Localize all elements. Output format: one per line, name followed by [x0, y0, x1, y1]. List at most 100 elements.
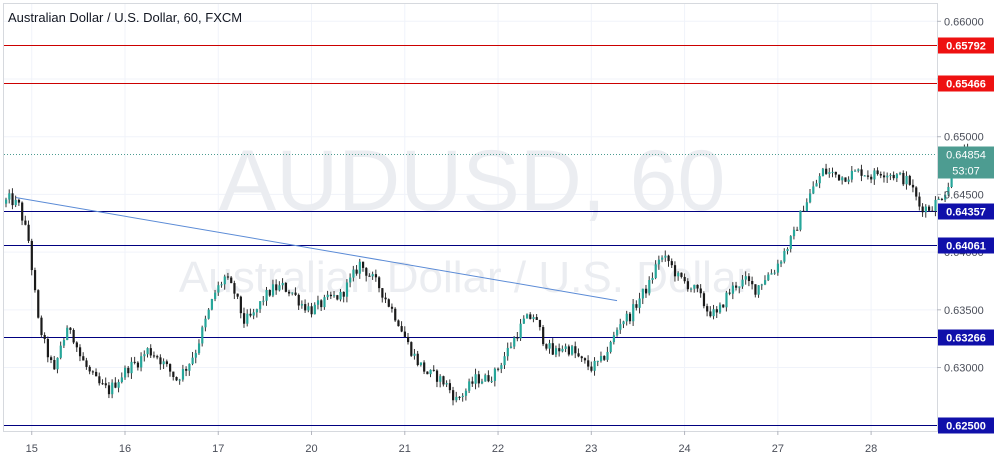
- candle-body: [847, 179, 850, 182]
- candle-body: [185, 368, 188, 371]
- candle-body: [934, 199, 937, 211]
- candle-body: [214, 292, 217, 300]
- candle-body: [300, 304, 304, 306]
- candle-body: [841, 177, 844, 181]
- trendline[interactable]: [15, 197, 618, 302]
- candle-body: [599, 356, 603, 361]
- candle-body: [927, 206, 931, 211]
- candle-body: [349, 277, 352, 283]
- candle-body: [924, 206, 927, 213]
- candle-body: [445, 383, 448, 385]
- candle-body: [181, 368, 185, 380]
- candle-body: [136, 362, 140, 368]
- candle-body: [828, 172, 831, 174]
- x-tick-label: 27: [772, 443, 784, 455]
- candle-body: [429, 369, 432, 375]
- candle-body: [918, 196, 921, 207]
- x-axis[interactable]: 15 16 17 20 21 22 23 24 27 28: [26, 431, 878, 455]
- candle-body: [62, 340, 66, 346]
- candle-body: [152, 355, 156, 357]
- candle-body: [194, 353, 197, 358]
- candle-body: [69, 327, 72, 330]
- candle-body: [735, 285, 738, 288]
- candle-body: [706, 306, 709, 312]
- candle-body: [786, 248, 789, 252]
- candle-body: [712, 309, 715, 317]
- y-tick-label: 0.64500: [944, 189, 984, 201]
- candle-body: [879, 174, 882, 176]
- y-tick-label: 0.65000: [944, 132, 984, 144]
- candle-body: [56, 357, 59, 370]
- candle-body: [143, 354, 146, 357]
- candle-body: [50, 357, 53, 360]
- level-badge-label: 0.63266: [946, 333, 986, 345]
- candle-body: [255, 309, 259, 313]
- y-tick-label: 0.66000: [944, 16, 984, 28]
- candle-body: [82, 356, 85, 361]
- candle-body: [262, 300, 265, 302]
- candle-body: [487, 375, 490, 382]
- candle-body: [580, 356, 583, 359]
- candle-body: [702, 293, 706, 307]
- candle-body: [911, 184, 915, 188]
- candle-body: [709, 311, 712, 317]
- candle-body: [857, 169, 860, 171]
- candle-body: [91, 371, 95, 373]
- candle-body: [297, 294, 300, 306]
- candle-body: [837, 174, 841, 181]
- candle-body: [744, 276, 747, 280]
- candle-body: [635, 304, 638, 308]
- candle-body: [834, 171, 837, 175]
- candle-body: [233, 283, 236, 294]
- watermark-symbol: AUDUSD, 60: [219, 133, 726, 229]
- candle-body: [870, 176, 873, 180]
- candle-body: [725, 292, 728, 308]
- candle-body: [14, 199, 17, 206]
- candle-body: [172, 371, 175, 378]
- candle-body: [854, 170, 857, 172]
- horizontal-levels[interactable]: [4, 45, 937, 426]
- candle-body: [542, 327, 545, 345]
- candle-body: [307, 306, 310, 311]
- y-tick-label: 0.63000: [944, 363, 984, 375]
- candle-body: [239, 296, 242, 314]
- candle-body: [770, 273, 773, 275]
- candle-body: [169, 364, 172, 372]
- candle-body: [577, 353, 580, 357]
- candle-body: [554, 348, 558, 355]
- candle-body: [217, 285, 220, 293]
- candle-body: [792, 229, 796, 237]
- candle-body: [374, 274, 378, 278]
- x-tick-label: 22: [492, 443, 504, 455]
- candle-body: [915, 187, 918, 197]
- candle-body: [850, 170, 854, 180]
- candle-body: [715, 309, 718, 313]
- candle-body: [738, 286, 741, 288]
- candle-body: [609, 342, 612, 352]
- candle-body: [387, 299, 390, 307]
- candle-body: [509, 346, 513, 348]
- candle-body: [731, 285, 735, 294]
- candle-body: [413, 353, 416, 356]
- price-badges: 0.65792 0.65466 0.64357 0.64061 0.63266 0.625…: [938, 37, 994, 434]
- x-tick-label: 15: [26, 443, 38, 455]
- candle-body: [892, 174, 895, 179]
- candle-body: [815, 183, 818, 187]
- candle-body: [320, 300, 323, 308]
- candle-body: [378, 277, 381, 289]
- candle-body: [111, 382, 114, 395]
- candle-body: [670, 261, 673, 266]
- candle-body: [654, 264, 657, 278]
- candle-body: [812, 186, 815, 194]
- candle-body: [538, 319, 542, 328]
- candle-body: [175, 377, 178, 381]
- candle-body: [644, 288, 648, 294]
- candle-body: [423, 362, 426, 372]
- x-tick-label: 20: [305, 443, 317, 455]
- candle-body: [268, 289, 271, 296]
- countdown-label: 53:07: [952, 166, 980, 178]
- candle-body: [426, 371, 429, 375]
- candle-body: [117, 382, 120, 388]
- candle-body: [278, 285, 281, 291]
